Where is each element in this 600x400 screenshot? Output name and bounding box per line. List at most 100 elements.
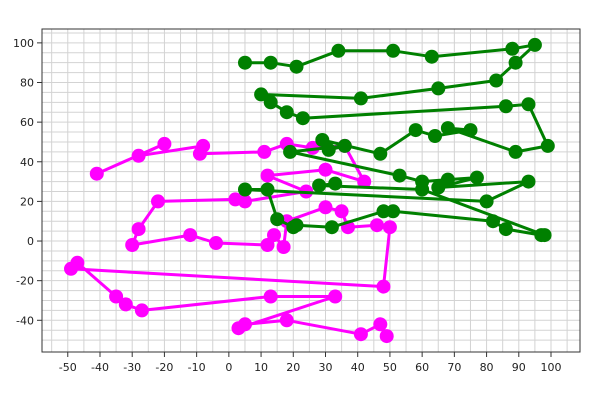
data-point [192,146,207,161]
data-point [337,138,352,153]
x-tick-label: 80 [480,361,494,374]
data-point [321,142,336,157]
x-tick-label: 40 [351,361,365,374]
x-tick-label: 90 [512,361,526,374]
data-point [238,182,252,197]
data-point [276,240,291,254]
grid-layer [42,29,580,352]
data-point [386,43,401,58]
data-point [424,49,439,64]
y-tick-label: -40 [16,314,34,327]
data-point [263,55,278,70]
data-point [312,178,327,193]
data-point [408,123,423,138]
data-point [238,55,252,70]
data-point [238,317,252,332]
series-layer [64,37,555,344]
data-point [379,329,394,344]
data-point [279,105,294,120]
data-point [469,170,484,185]
data-point [386,204,401,219]
data-point [283,144,298,159]
data-point [260,182,275,197]
x-tick-label: 0 [225,361,232,374]
data-point [486,214,500,229]
data-point [257,144,272,159]
data-point [305,140,320,155]
x-tick-label: -50 [59,361,77,374]
data-point [521,174,536,189]
x-tick-label: -10 [188,361,206,374]
data-point [527,37,542,52]
data-point [521,97,536,112]
data-point [431,180,446,195]
data-point [151,194,165,209]
data-point [415,182,430,197]
data-point [125,238,140,252]
data-point [260,168,275,183]
data-point [440,172,455,187]
data-point [357,174,372,189]
data-point [376,279,391,294]
data-point [508,55,523,70]
plot-frame [41,28,581,353]
data-point [328,289,343,304]
data-point [228,192,243,207]
data-point [109,289,124,304]
data-point [118,297,133,312]
x-tick-label: -20 [155,361,173,374]
data-point [334,204,349,219]
x-tick-label: 100 [541,361,562,374]
y-tick-label: 80 [20,77,34,90]
y-tick-label: 40 [20,156,34,169]
y-tick-label: -20 [16,275,34,288]
x-tick-label: 30 [318,361,332,374]
x-tick-label: -40 [91,361,109,374]
data-point [373,317,388,332]
data-point [131,148,146,163]
data-point [318,200,333,215]
data-point [505,41,520,56]
data-point [353,91,368,106]
data-point [498,99,513,114]
y-tick-label: 20 [20,195,34,208]
y-tick-label: 100 [13,37,34,50]
data-point [382,220,397,235]
data-point [428,129,442,143]
data-point [134,303,149,318]
data-point [263,95,278,110]
data-point [289,218,304,233]
data-point [318,162,333,177]
data-point [431,81,446,96]
x-axis: -50 -40 -30 -20 -10 0 10 20 30 40 50 60 70 80 90 100 [59,352,562,374]
data-point [353,327,368,342]
data-point [376,204,391,219]
x-tick-label: 10 [254,361,268,374]
data-point [70,255,85,270]
data-point [373,146,388,161]
data-point [289,59,304,74]
x-tick-label: 60 [415,361,429,374]
data-point [331,43,346,58]
x-tick-label: -30 [123,361,141,374]
data-point [260,238,275,252]
data-point [270,212,285,227]
data-point [508,144,523,159]
x-tick-label: 70 [447,361,461,374]
y-tick-label: 60 [20,116,34,129]
data-point [263,289,278,304]
data-point [183,228,198,243]
data-point [479,194,494,209]
data-point [89,166,104,181]
data-point [209,236,223,250]
data-point [267,228,281,243]
data-point [315,133,330,147]
data-point [328,176,343,191]
data-point [370,218,384,233]
x-tick-label: 50 [383,361,397,374]
data-point [295,111,310,126]
data-point [279,313,294,328]
data-point [131,222,146,237]
data-point [489,73,504,88]
